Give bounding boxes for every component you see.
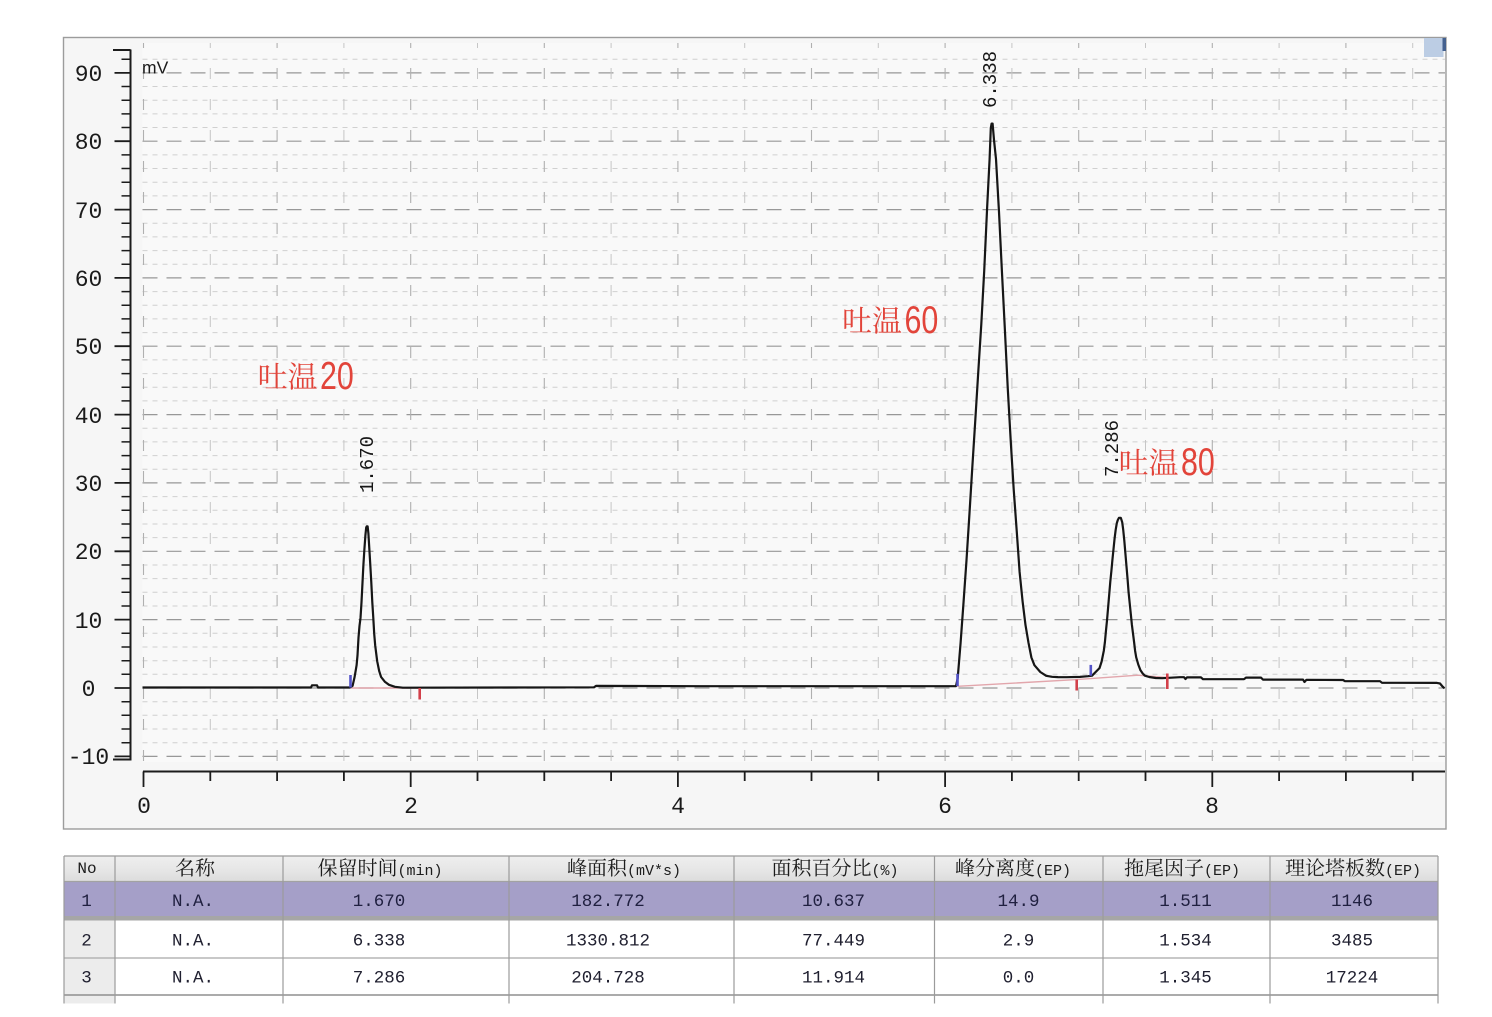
svg-text:10.637: 10.637: [802, 892, 865, 912]
svg-text:1330.812: 1330.812: [566, 932, 650, 952]
svg-text:No: No: [77, 860, 96, 878]
svg-text:1: 1: [81, 892, 92, 912]
svg-text:2: 2: [404, 794, 418, 820]
svg-text:204.728: 204.728: [571, 969, 645, 989]
svg-text:6: 6: [938, 794, 952, 820]
svg-text:14.9: 14.9: [997, 892, 1039, 912]
svg-text:40: 40: [75, 404, 103, 430]
svg-text:10: 10: [75, 609, 103, 635]
svg-text:0: 0: [82, 677, 96, 703]
svg-text:90: 90: [75, 62, 103, 88]
svg-text:(mV*s): (mV*s): [627, 863, 681, 880]
svg-text:50: 50: [75, 335, 103, 361]
svg-text:70: 70: [75, 199, 103, 225]
svg-text:7.286: 7.286: [353, 969, 406, 989]
svg-text:2.9: 2.9: [1003, 932, 1035, 952]
svg-text:60: 60: [905, 299, 939, 342]
svg-text:77.449: 77.449: [802, 932, 865, 952]
svg-text:N.A.: N.A.: [172, 969, 214, 989]
svg-text:N.A.: N.A.: [172, 892, 214, 912]
svg-text:30: 30: [75, 472, 103, 498]
svg-text:mV: mV: [142, 58, 169, 78]
svg-text:3485: 3485: [1331, 932, 1373, 952]
svg-text:7.286: 7.286: [1102, 420, 1124, 477]
svg-text:80: 80: [1181, 441, 1215, 484]
svg-text:60: 60: [75, 267, 103, 293]
svg-text:20: 20: [320, 355, 354, 398]
svg-text:N.A.: N.A.: [172, 932, 214, 952]
svg-text:(EP): (EP): [1035, 863, 1071, 880]
svg-text:(EP): (EP): [1204, 863, 1240, 880]
svg-text:1.670: 1.670: [357, 436, 379, 493]
svg-text:8: 8: [1205, 794, 1219, 820]
svg-text:0: 0: [137, 794, 151, 820]
svg-text:(EP): (EP): [1385, 863, 1421, 880]
svg-text:17224: 17224: [1326, 969, 1379, 989]
svg-text:1.345: 1.345: [1159, 969, 1212, 989]
svg-text:2: 2: [81, 932, 92, 952]
svg-text:1.534: 1.534: [1159, 932, 1212, 952]
svg-text:(%): (%): [872, 863, 899, 880]
svg-text:0.0: 0.0: [1003, 969, 1035, 989]
svg-text:6.338: 6.338: [353, 932, 406, 952]
svg-text:1146: 1146: [1331, 892, 1373, 912]
svg-text:1.670: 1.670: [353, 892, 406, 912]
svg-text:1.511: 1.511: [1159, 892, 1212, 912]
svg-text:11.914: 11.914: [802, 969, 865, 989]
svg-text:6.338: 6.338: [980, 51, 1002, 108]
svg-text:(min): (min): [398, 863, 443, 880]
svg-text:182.772: 182.772: [571, 892, 645, 912]
svg-text:4: 4: [671, 794, 685, 820]
svg-text:20: 20: [75, 540, 103, 566]
svg-text:80: 80: [75, 130, 103, 156]
svg-text:-10: -10: [68, 745, 109, 771]
svg-text:3: 3: [81, 969, 92, 989]
